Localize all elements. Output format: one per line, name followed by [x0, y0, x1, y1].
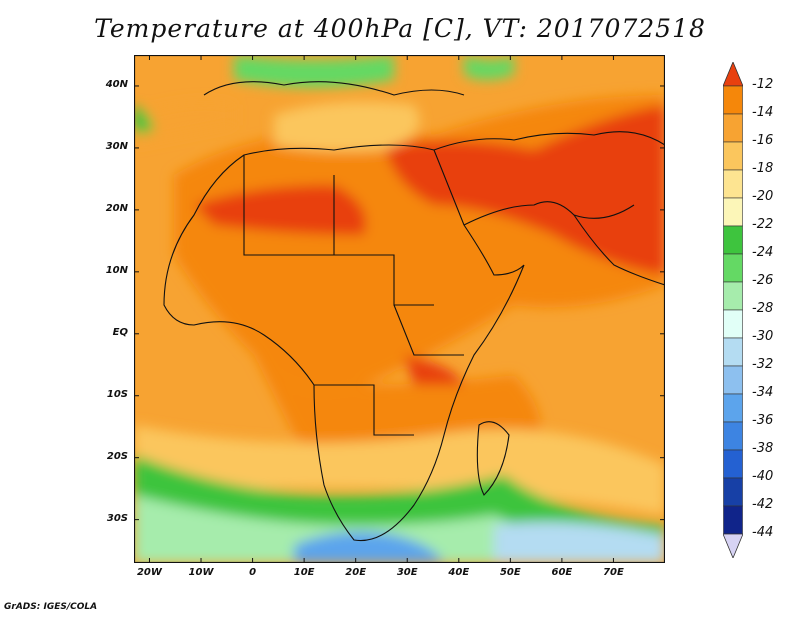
- colorbar-level-label: -34: [752, 385, 774, 400]
- colorbar-level-label: -30: [752, 329, 774, 344]
- map-title: Temperature at 400hPa [C], VT: 201707251…: [94, 14, 706, 43]
- lat-tick-label: 20N: [105, 202, 128, 214]
- lon-tick-label: 40E: [448, 567, 470, 578]
- lon-tick-label: 0: [249, 567, 257, 578]
- colorbar-segment: [723, 281, 743, 311]
- colorbar-top-arrow: [723, 62, 743, 87]
- coastlines: [163, 81, 665, 542]
- lon-tick-label: 60E: [551, 567, 573, 578]
- colorbar-level-label: -32: [752, 357, 774, 372]
- lat-tick-label: 10S: [106, 388, 128, 400]
- colorbar-level-label: -36: [752, 413, 774, 428]
- colorbar-level-label: -18: [752, 161, 774, 176]
- colorbar-level-label: -24: [752, 245, 774, 260]
- lon-tick-label: 10E: [293, 567, 315, 578]
- temperature-field: [134, 55, 665, 563]
- colorbar-bottom-arrow: [723, 533, 743, 558]
- lon-tick-label: 50E: [499, 567, 521, 578]
- colorbar: [723, 62, 743, 558]
- lat-tick-label: 20S: [106, 450, 128, 462]
- footer-credit: GrADS: IGES/COLA: [4, 602, 98, 612]
- colorbar-level-label: -44: [752, 525, 774, 540]
- temperature-map: [134, 55, 665, 563]
- colorbar-level-label: -38: [752, 441, 774, 456]
- colorbar-level-label: -22: [752, 217, 774, 232]
- colorbar-level-label: -12: [752, 77, 774, 92]
- colorbar-segment: [723, 393, 743, 423]
- colorbar-segment: [723, 169, 743, 199]
- axis-ticks: [134, 55, 665, 563]
- lon-tick-label: 20W: [136, 567, 162, 578]
- colorbar-segment: [723, 141, 743, 171]
- lon-tick-label: 20E: [345, 567, 367, 578]
- lat-tick-label: 30N: [105, 140, 128, 152]
- colorbar-segment: [723, 253, 743, 283]
- lon-tick-label: 30E: [396, 567, 418, 578]
- colorbar-level-label: -26: [752, 273, 774, 288]
- colorbar-segment: [723, 477, 743, 507]
- map-frame: [134, 55, 665, 563]
- colorbar-level-label: -14: [752, 105, 774, 120]
- colorbar-segment: [723, 309, 743, 339]
- colorbar-segment: [723, 421, 743, 451]
- lat-tick-label: 40N: [105, 78, 128, 90]
- lat-tick-label: 10N: [105, 264, 128, 276]
- colorbar-level-label: -20: [752, 189, 774, 204]
- colorbar-segment: [723, 85, 743, 115]
- lat-tick-label: EQ: [112, 326, 128, 338]
- colorbar-segment: [723, 505, 743, 535]
- lon-tick-label: 70E: [603, 567, 624, 578]
- colorbar-segment: [723, 197, 743, 227]
- colorbar-segment: [723, 337, 743, 367]
- colorbar-level-label: -28: [752, 301, 774, 316]
- colorbar-level-label: -16: [752, 133, 774, 148]
- colorbar-level-label: -40: [752, 469, 774, 484]
- colorbar-segment: [723, 449, 743, 479]
- colorbar-level-label: -42: [752, 497, 774, 512]
- colorbar-segment: [723, 365, 743, 395]
- lat-tick-label: 30S: [106, 512, 128, 524]
- lon-tick-label: 10W: [188, 567, 214, 578]
- colorbar-segment: [723, 225, 743, 255]
- colorbar-segment: [723, 113, 743, 143]
- map-panel: [134, 55, 665, 563]
